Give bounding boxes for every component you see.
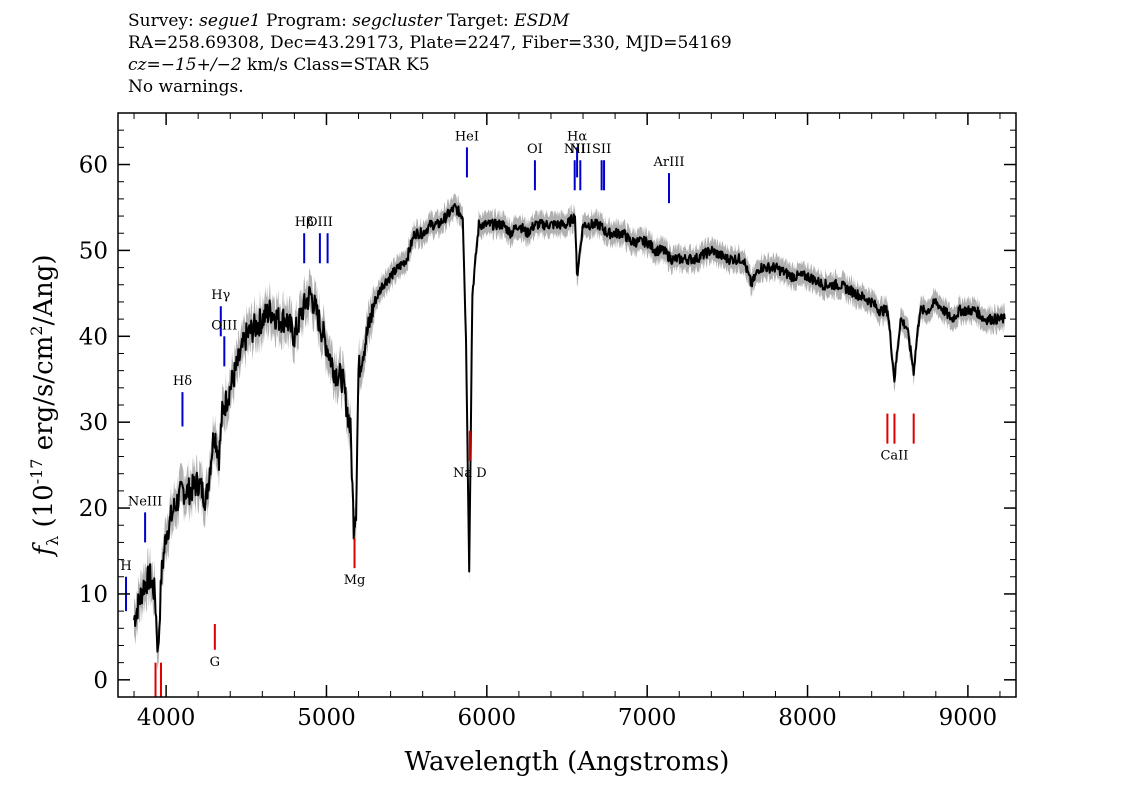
absorption-line-label: G bbox=[210, 655, 220, 670]
emission-line-label: Hδ bbox=[173, 374, 192, 389]
x-tick-label: 8000 bbox=[778, 705, 837, 731]
x-tick-label: 4000 bbox=[137, 705, 196, 731]
x-tick-label: 7000 bbox=[618, 705, 677, 731]
error-band bbox=[134, 192, 1005, 671]
header-line-survey: Survey: segue1 Program: segcluster Targe… bbox=[128, 11, 570, 31]
emission-line-label: NII bbox=[564, 142, 586, 157]
x-tick-label: 5000 bbox=[297, 705, 356, 731]
y-tick-label: 0 bbox=[93, 668, 108, 694]
plot-frame bbox=[117, 112, 1017, 698]
y-tick-label: 20 bbox=[79, 496, 108, 522]
y-tick-label: 50 bbox=[79, 238, 108, 264]
emission-line-label: Hγ bbox=[211, 288, 230, 303]
survey-value: segue1 bbox=[199, 11, 261, 31]
y-tick-label: 10 bbox=[79, 582, 108, 608]
program-value: segcluster bbox=[352, 11, 442, 31]
emission-line-label: ArIII bbox=[652, 155, 684, 170]
absorption-line-label: CaII bbox=[880, 449, 908, 464]
emission-line-label: OIII bbox=[307, 215, 333, 230]
emission-line-label: OIII bbox=[211, 318, 237, 333]
x-tick-label: 9000 bbox=[939, 705, 998, 731]
spectrum-header: Survey: segue1 Program: segcluster Targe… bbox=[128, 10, 732, 98]
absorption-line-label: Mg bbox=[344, 573, 366, 588]
emission-line-label: Hβ bbox=[295, 215, 314, 230]
x-tick-label: 6000 bbox=[458, 705, 517, 731]
y-tick-label: 30 bbox=[79, 410, 108, 436]
header-line-warnings: No warnings. bbox=[128, 77, 244, 97]
flux-series-line bbox=[133, 203, 1006, 653]
emission-line-label: OI bbox=[527, 142, 543, 157]
axis-ticks: 4000 5000 6000 7000 8000 9000 0 10 20 30 40 50 60 bbox=[79, 112, 1016, 731]
emission-line-label: H bbox=[120, 559, 131, 574]
y-tick-label: 60 bbox=[79, 153, 108, 179]
header-line-coordinates: RA=258.69308, Dec=43.29173, Plate=2247, … bbox=[128, 33, 732, 53]
error-band-layer bbox=[134, 192, 1005, 671]
x-axis-title: Wavelength (Angstroms) bbox=[405, 747, 730, 777]
header-line-redshift: cz=−15+/−2 km/s Class=STAR K5 bbox=[128, 55, 430, 75]
flux-layer bbox=[133, 203, 1006, 653]
emission-line-label: Hα bbox=[567, 129, 587, 144]
emission-line-label: HeI bbox=[455, 129, 479, 144]
y-tick-label: 40 bbox=[79, 324, 108, 350]
y-axis-title: fλ (10-17 erg/s/cm2/Ang) bbox=[27, 254, 62, 557]
emission-line-label: SII bbox=[592, 142, 611, 157]
emission-line-label: NII bbox=[569, 142, 591, 157]
cz-value: cz=−15+/−2 bbox=[128, 55, 242, 75]
target-value: ESDM bbox=[514, 11, 570, 31]
emission-line-label: NeIII bbox=[128, 494, 162, 509]
absorption-line-label: Na D bbox=[453, 466, 487, 481]
